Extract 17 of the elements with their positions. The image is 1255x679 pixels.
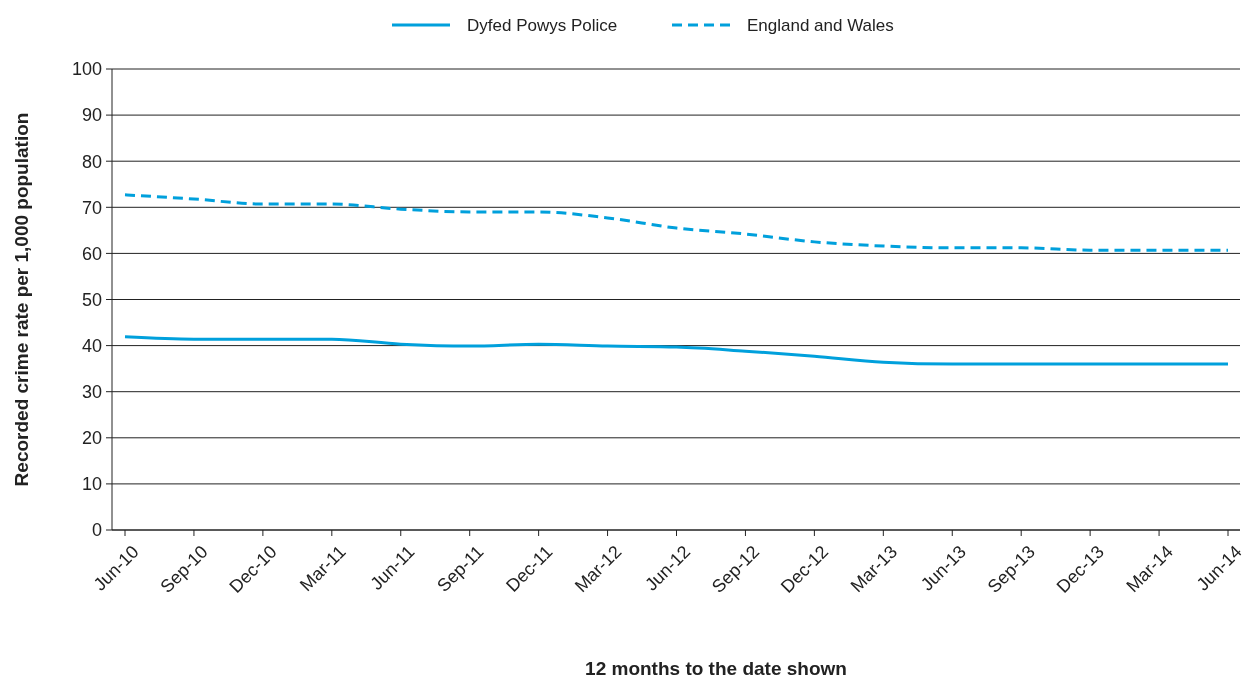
- y-tick-label: 50: [81, 289, 102, 310]
- y-tick-label: 80: [81, 151, 102, 172]
- y-tick-label: 30: [81, 382, 102, 402]
- y-tick-label: 100: [71, 59, 102, 80]
- line-series: [123, 335, 1230, 366]
- y-tick-label: 20: [81, 428, 102, 449]
- y-tick-label: 40: [81, 335, 102, 356]
- y-axis-title: Recorded crime rate per 1,000 population: [11, 112, 32, 487]
- legend-label: Dyfed Powys Police: [467, 15, 618, 35]
- line-series: [123, 193, 1230, 252]
- y-tick-label: 0: [91, 520, 102, 541]
- y-tick-label: 70: [81, 197, 102, 218]
- legend-label: England and Wales: [747, 15, 894, 35]
- x-axis-title: 12 months to the date shown: [585, 658, 847, 679]
- y-tick-label: 60: [81, 243, 102, 264]
- y-tick-label: 10: [81, 474, 102, 495]
- y-tick-label: 90: [81, 105, 102, 126]
